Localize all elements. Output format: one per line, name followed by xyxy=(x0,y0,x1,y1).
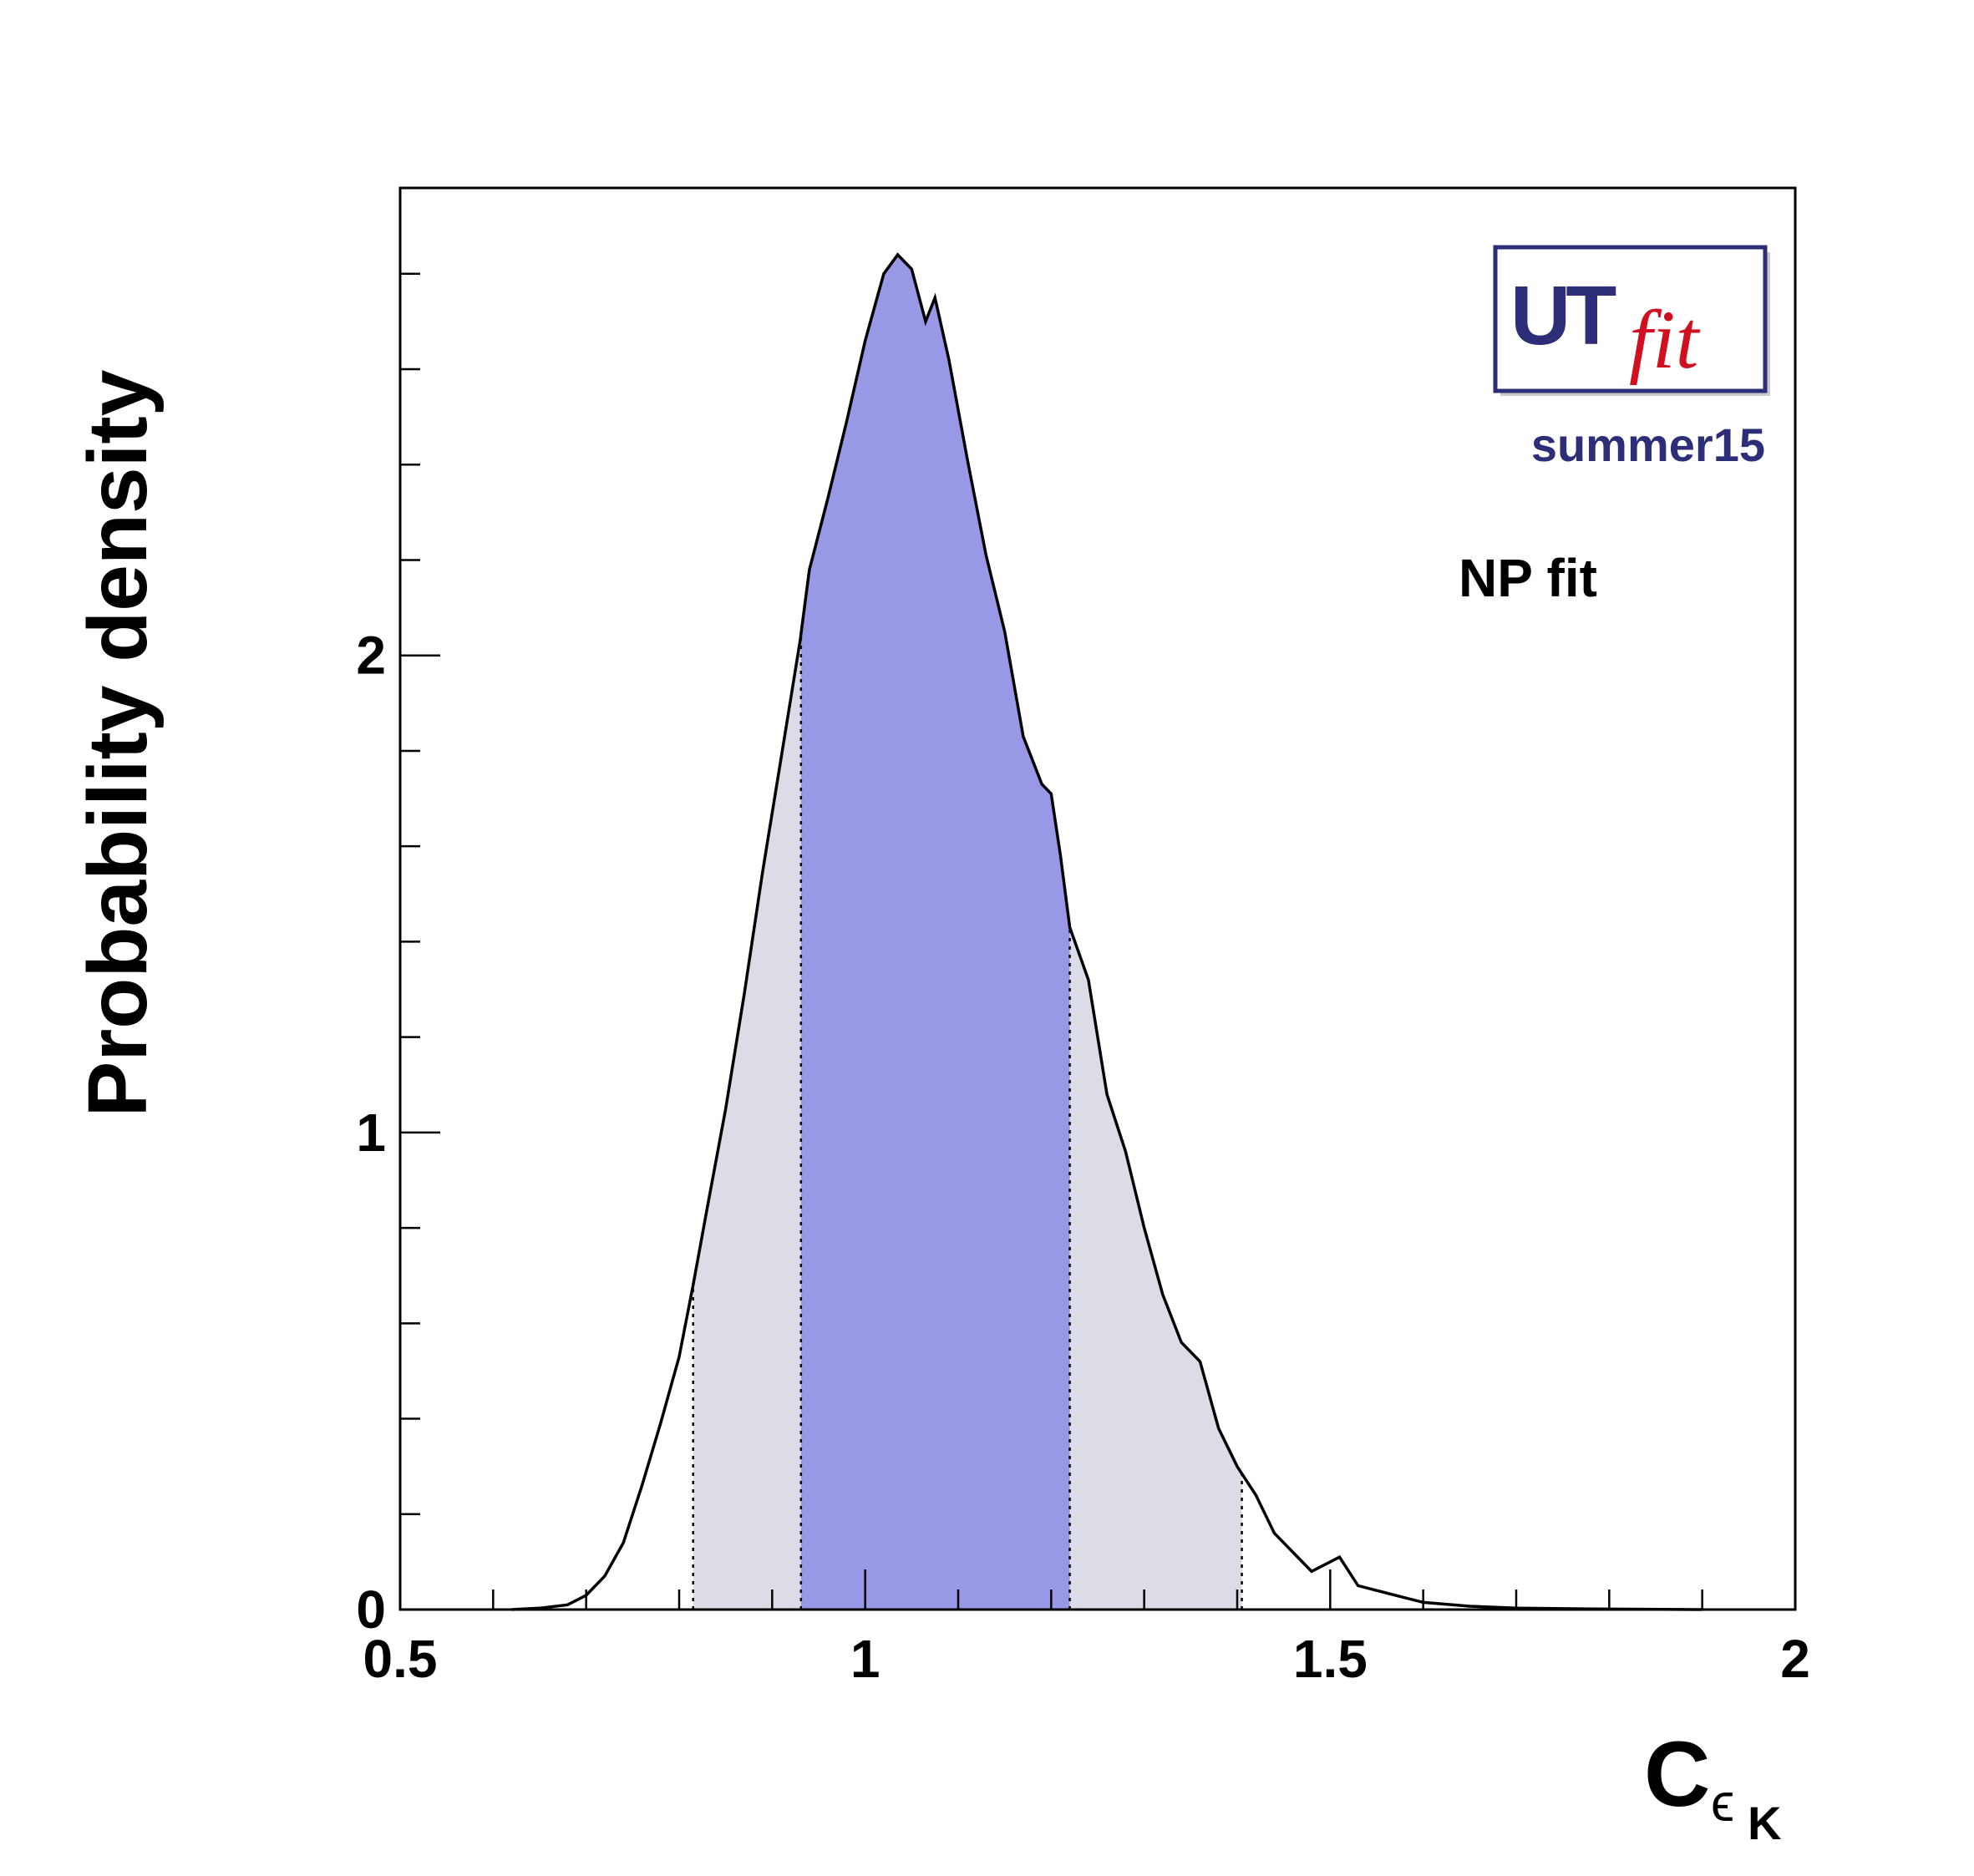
y-tick-label: 0 xyxy=(356,1579,386,1640)
y-axis-tick-labels: 0 1 2 xyxy=(356,626,386,1640)
y-axis-ticks xyxy=(400,272,440,1611)
x-tick-label: 2 xyxy=(1780,1629,1810,1689)
interval-lines xyxy=(692,634,1243,1610)
x-axis-title-main: C xyxy=(1644,1723,1710,1826)
density-curve xyxy=(511,252,1703,1611)
utfit-logo: UT fit summer15 xyxy=(1493,245,1770,471)
y-tick-label: 1 xyxy=(356,1103,386,1163)
plot-frame xyxy=(398,186,1797,1611)
x-tick-label: 1 xyxy=(850,1629,880,1689)
logo-box xyxy=(1493,245,1768,393)
x-axis-title: C ϵ K xyxy=(1644,1723,1781,1849)
logo-subtitle: summer15 xyxy=(1531,418,1765,471)
x-axis-title-subsubscript: K xyxy=(1748,1797,1781,1849)
fill-layer xyxy=(693,255,1242,1610)
x-tick-label: 1.5 xyxy=(1293,1629,1368,1689)
x-axis-tick-labels: 0.5 1 1.5 2 xyxy=(363,1629,1810,1689)
x-tick-label: 0.5 xyxy=(363,1629,438,1689)
x-axis-title-subscript: ϵ xyxy=(1711,1772,1734,1833)
y-tick-label: 2 xyxy=(356,626,386,686)
band-68-fill xyxy=(800,255,1070,1610)
logo-ut-text: UT xyxy=(1510,269,1616,363)
y-axis-title: Probability density xyxy=(71,369,165,1117)
fit-annotation: NP fit xyxy=(1459,548,1597,608)
logo-fit-text: fit xyxy=(1629,293,1701,386)
x-axis-ticks xyxy=(398,1569,1797,1610)
